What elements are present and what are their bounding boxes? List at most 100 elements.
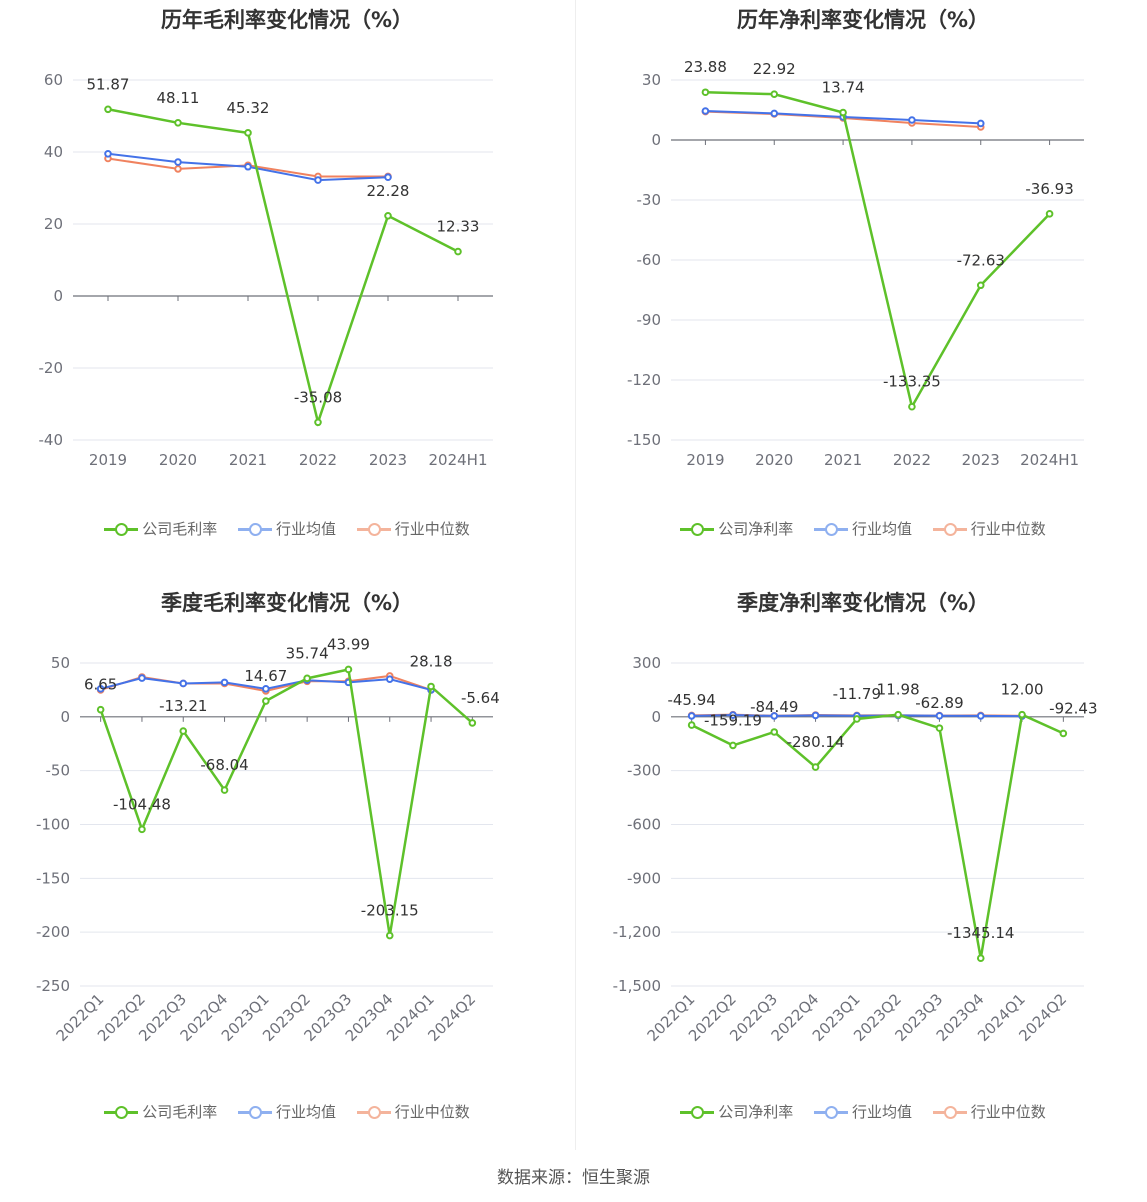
legend-item-company[interactable]: 公司净利率: [680, 1101, 793, 1122]
chart-title: 历年净利率变化情况（%）: [736, 8, 990, 32]
data-point-company: [344, 665, 353, 674]
data-point-company: [770, 90, 779, 98]
legend-label: 公司净利率: [718, 1103, 794, 1121]
data-point-company: [1018, 710, 1026, 719]
legend-item-median[interactable]: 行业中位数: [932, 1101, 1046, 1122]
data-point-company: [770, 728, 779, 736]
data-label: -203.15: [361, 902, 419, 920]
data-point-avg: [687, 712, 696, 720]
chart-title: 季度净利率变化情况（%）: [736, 591, 990, 615]
y-tick-label: -20: [39, 359, 64, 377]
data-label: 12.00: [1001, 681, 1044, 699]
series-line-company: [691, 712, 1064, 959]
legend-item-median[interactable]: 行业中位数: [356, 1101, 470, 1122]
chart-legend: 公司毛利率 行业均值 行业中位数: [0, 518, 574, 539]
y-tick-label: -300: [627, 762, 661, 780]
data-point-avg: [96, 685, 105, 693]
data-point-avg: [976, 119, 985, 128]
y-tick-label: 0: [651, 708, 661, 726]
legend-line-icon: [932, 522, 967, 536]
y-tick-label: 0: [60, 708, 70, 726]
x-tick-label: 2021: [229, 451, 267, 469]
data-label: 35.74: [286, 644, 329, 662]
data-label: 23.88: [684, 58, 727, 76]
data-point-avg: [811, 711, 820, 720]
data-point-avg: [908, 116, 916, 124]
legend-line-icon: [104, 522, 139, 536]
legend-label: 行业中位数: [970, 520, 1046, 538]
data-point-avg: [262, 685, 270, 693]
legend-item-avg[interactable]: 行业均值: [237, 518, 336, 539]
y-tick-label: -100: [36, 816, 70, 834]
legend-item-median[interactable]: 行业中位数: [932, 518, 1046, 539]
y-tick-label: -50: [46, 762, 71, 780]
legend-line-icon: [237, 1105, 272, 1119]
legend-line-icon: [813, 522, 848, 536]
legend-line-icon: [356, 522, 391, 536]
data-label: 13.74: [822, 79, 865, 97]
data-label: 6.65: [84, 676, 117, 694]
data-point-company: [427, 682, 435, 691]
annual-gross-margin-panel: 历年毛利率变化情况（%） 60 40 20 0 -20 -40 2019 2020 2021 20…: [0, 0, 574, 583]
y-tick-label: -90: [637, 311, 662, 329]
data-label: 22.92: [753, 60, 796, 78]
y-tick-label: -200: [36, 923, 70, 941]
y-tick-label: -1,200: [613, 923, 661, 941]
legend-line-icon: [932, 1105, 967, 1119]
data-label: -11.79: [833, 685, 881, 703]
y-tick-label: 60: [44, 71, 63, 89]
data-point-company: [811, 763, 820, 771]
data-label: -104.48: [113, 795, 171, 813]
data-point-company: [314, 418, 322, 427]
legend-item-avg[interactable]: 行业均值: [237, 1101, 336, 1122]
y-tick-label: -900: [627, 869, 661, 887]
y-tick-label: 0: [651, 131, 661, 149]
legend-label: 行业均值: [851, 1103, 912, 1121]
data-point-avg: [976, 712, 985, 720]
data-source-note: 数据来源：恒生聚源: [497, 1168, 650, 1188]
series-line-company: [705, 90, 1051, 411]
data-point-company: [454, 247, 462, 256]
data-point-avg: [174, 158, 182, 166]
legend-item-company[interactable]: 公司毛利率: [104, 1101, 217, 1122]
legend-label: 行业均值: [851, 520, 912, 538]
panel-divider: [575, 0, 576, 1150]
data-label: -133.35: [883, 373, 941, 391]
legend-item-median[interactable]: 行业中位数: [356, 518, 470, 539]
chart-legend: 公司净利率 行业均值 行业中位数: [576, 518, 1147, 539]
legend-line-icon: [237, 522, 272, 536]
data-label: -5.64: [461, 689, 500, 707]
y-tick-label: -250: [36, 977, 70, 995]
x-tick-label: 2023: [369, 451, 407, 469]
data-label: -35.08: [294, 388, 342, 406]
data-point-company: [385, 931, 394, 940]
data-label: -92.43: [1049, 699, 1097, 717]
series-line-company: [99, 667, 474, 936]
legend-label: 公司毛利率: [142, 520, 218, 538]
annual-gross-margin-chart: 60 40 20 0 -20 -40 2019 2020 2021 2022 2023 2024H1 5…: [39, 71, 493, 469]
data-point-company: [976, 954, 985, 963]
data-point-avg: [770, 712, 779, 720]
data-point-avg: [385, 675, 394, 683]
legend-label: 行业中位数: [394, 1103, 470, 1121]
data-point-company: [839, 108, 847, 117]
data-label: 51.87: [87, 75, 130, 93]
legend-item-avg[interactable]: 行业均值: [813, 518, 912, 539]
data-label: -13.21: [159, 697, 207, 715]
data-label: 48.11: [157, 89, 200, 107]
data-point-avg: [138, 674, 146, 682]
x-tick-label: 2023: [962, 451, 1000, 469]
y-tick-label: 50: [51, 654, 70, 672]
data-label: 43.99: [327, 635, 370, 653]
legend-label: 公司净利率: [718, 520, 794, 538]
data-point-avg: [384, 173, 392, 181]
legend-item-avg[interactable]: 行业均值: [813, 1101, 912, 1122]
y-tick-label: -600: [627, 816, 661, 834]
annual-net-margin-panel: 历年净利率变化情况（%） 30 0 -30 -60 -90 -120 -150 2019 202…: [576, 0, 1147, 583]
chart-title: 季度毛利率变化情况（%）: [160, 591, 414, 615]
data-label: -72.63: [957, 251, 1005, 269]
legend-item-company[interactable]: 公司净利率: [680, 518, 793, 539]
data-point-company: [303, 674, 311, 683]
legend-item-company[interactable]: 公司毛利率: [104, 518, 217, 539]
data-point-company: [220, 786, 229, 794]
